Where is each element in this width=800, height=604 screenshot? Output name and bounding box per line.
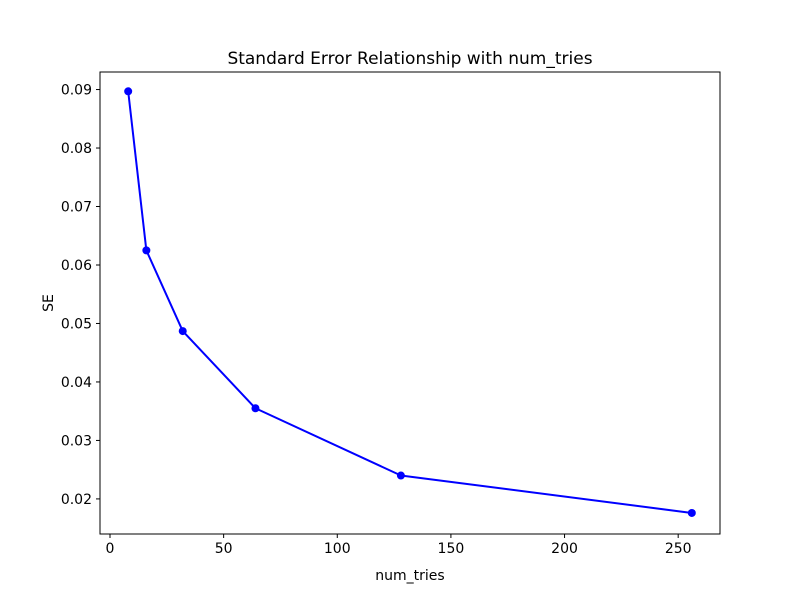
y-tick-label: 0.05 <box>61 316 92 332</box>
data-point <box>142 246 151 255</box>
axes-frame <box>99 71 721 535</box>
y-tick-label: 0.08 <box>61 141 92 157</box>
x-axis-label: num_tries <box>375 568 444 584</box>
x-tick-label: 0 <box>106 541 115 557</box>
y-tick-label: 0.04 <box>61 375 92 391</box>
x-tick-label: 250 <box>665 541 692 557</box>
y-tick-label: 0.02 <box>61 492 92 508</box>
y-tick-label: 0.03 <box>61 433 92 449</box>
data-point <box>396 471 405 480</box>
data-point <box>687 508 696 517</box>
plot-area: 0 50 100 150 200 250 0.02 0.03 0.04 0.05 0.06 0.07 0… <box>61 71 721 557</box>
x-tick-label: 200 <box>551 541 578 557</box>
data-point <box>124 87 133 96</box>
y-tick-label: 0.07 <box>61 200 92 216</box>
chart-title: Standard Error Relationship with num_tri… <box>227 49 592 69</box>
y-axis-label: SE <box>41 294 57 312</box>
y-tick-label: 0.09 <box>61 83 92 99</box>
data-point <box>178 327 187 336</box>
x-tick-label: 100 <box>324 541 351 557</box>
x-tick-label: 150 <box>438 541 465 557</box>
data-point <box>251 404 260 413</box>
se-line <box>127 90 693 514</box>
y-tick-label: 0.06 <box>61 258 92 274</box>
x-tick-label: 50 <box>215 541 233 557</box>
